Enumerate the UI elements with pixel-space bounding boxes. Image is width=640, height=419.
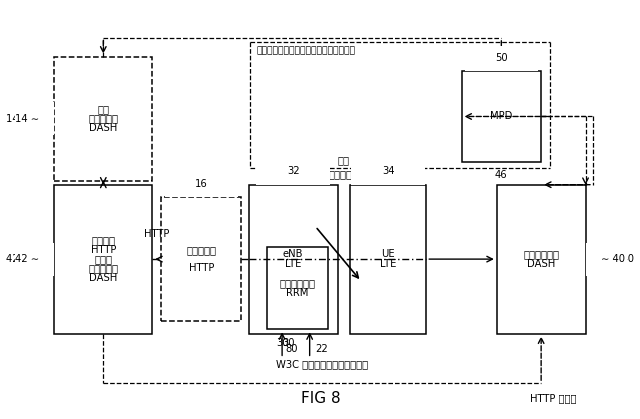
Text: セグメント: セグメント bbox=[88, 264, 118, 273]
Text: UE: UE bbox=[381, 249, 395, 259]
FancyBboxPatch shape bbox=[161, 197, 241, 321]
FancyBboxPatch shape bbox=[0, 243, 54, 276]
Text: 14 ∼: 14 ∼ bbox=[6, 114, 30, 124]
Text: 80: 80 bbox=[285, 344, 298, 354]
Text: DASH: DASH bbox=[89, 123, 117, 133]
Text: 30: 30 bbox=[276, 338, 289, 348]
Text: MPD: MPD bbox=[490, 111, 513, 122]
FancyBboxPatch shape bbox=[465, 46, 538, 71]
FancyBboxPatch shape bbox=[249, 185, 337, 334]
FancyBboxPatch shape bbox=[164, 172, 238, 197]
Text: 34: 34 bbox=[382, 166, 394, 176]
FancyBboxPatch shape bbox=[257, 160, 330, 185]
Text: スケジューラ: スケジューラ bbox=[280, 279, 316, 288]
Text: W3C ステータス・コード注入: W3C ステータス・コード注入 bbox=[276, 360, 368, 370]
FancyBboxPatch shape bbox=[497, 185, 586, 334]
FancyBboxPatch shape bbox=[351, 160, 425, 185]
Text: ∼ 40: ∼ 40 bbox=[610, 254, 634, 264]
FancyBboxPatch shape bbox=[461, 71, 541, 162]
FancyBboxPatch shape bbox=[54, 185, 152, 334]
Text: 14 ~: 14 ~ bbox=[21, 105, 45, 115]
Text: サーバー: サーバー bbox=[92, 235, 115, 246]
Text: FIG 8: FIG 8 bbox=[301, 391, 340, 406]
Text: HTTP: HTTP bbox=[91, 245, 116, 255]
FancyBboxPatch shape bbox=[350, 185, 426, 334]
Text: DASH: DASH bbox=[89, 273, 117, 282]
Text: HTTP: HTTP bbox=[189, 264, 214, 273]
Text: 34: 34 bbox=[382, 164, 394, 174]
Text: LTE: LTE bbox=[380, 259, 396, 269]
Text: 無線: 無線 bbox=[338, 155, 349, 165]
Text: 準備: 準備 bbox=[97, 104, 109, 114]
Text: LTE: LTE bbox=[285, 259, 301, 269]
Text: ディープ・パケット・インスペクション: ディープ・パケット・インスペクション bbox=[257, 46, 355, 55]
Text: 16: 16 bbox=[195, 177, 207, 187]
Text: クライアント: クライアント bbox=[523, 249, 559, 259]
FancyBboxPatch shape bbox=[267, 247, 328, 329]
Text: ∼ 40: ∼ 40 bbox=[601, 254, 625, 264]
Text: HTTP: HTTP bbox=[144, 229, 170, 239]
Text: 42 ∼: 42 ∼ bbox=[6, 254, 30, 264]
Text: 16: 16 bbox=[195, 179, 207, 189]
Text: 50: 50 bbox=[495, 53, 508, 63]
Text: コンテンツ: コンテンツ bbox=[88, 114, 118, 124]
Text: 46: 46 bbox=[495, 170, 508, 180]
Text: キャッシュ: キャッシュ bbox=[186, 245, 216, 255]
Text: eNB: eNB bbox=[283, 249, 303, 259]
Text: を持つ: を持つ bbox=[94, 254, 112, 264]
Text: 30: 30 bbox=[282, 338, 294, 348]
FancyBboxPatch shape bbox=[586, 243, 640, 276]
Text: 50: 50 bbox=[495, 51, 508, 61]
Text: 14 ∼: 14 ∼ bbox=[15, 114, 39, 124]
Text: 22: 22 bbox=[316, 344, 328, 354]
Text: 42 ∼: 42 ∼ bbox=[15, 254, 39, 264]
Text: DASH: DASH bbox=[527, 259, 556, 269]
FancyBboxPatch shape bbox=[54, 57, 152, 181]
Text: RRM: RRM bbox=[286, 288, 308, 297]
Text: 42 ~: 42 ~ bbox=[21, 246, 45, 256]
FancyBboxPatch shape bbox=[0, 102, 54, 135]
Text: 32: 32 bbox=[287, 166, 300, 176]
Text: 32: 32 bbox=[287, 164, 300, 174]
Text: HTTP ゲット: HTTP ゲット bbox=[530, 393, 577, 403]
Text: チャンネル: チャンネル bbox=[329, 169, 358, 179]
